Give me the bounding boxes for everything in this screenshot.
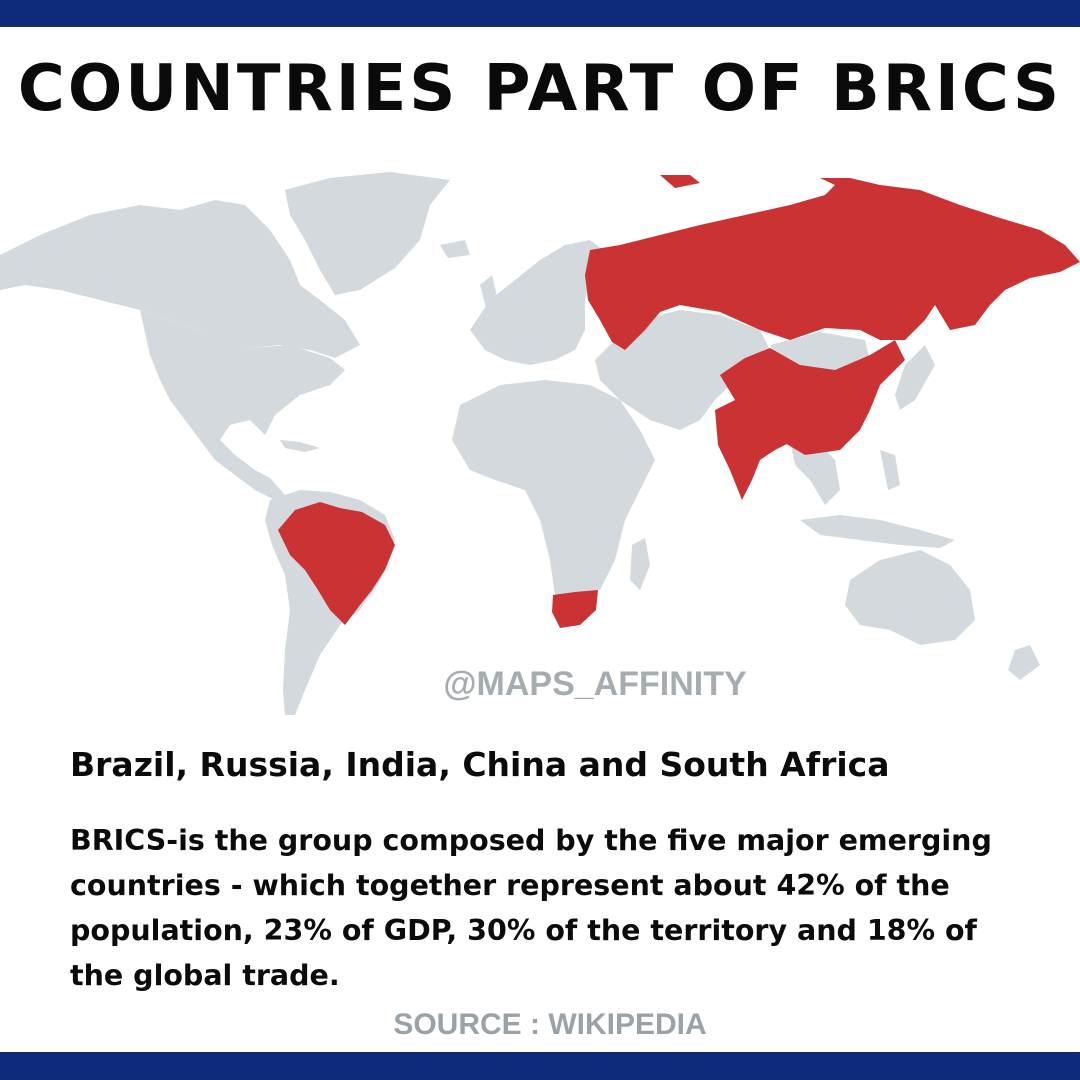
- country-brazil: [278, 502, 395, 625]
- page-title: COUNTRIES PART OF BRICS: [17, 52, 1063, 126]
- land-north-america-north: [0, 200, 360, 358]
- land-madagascar: [630, 538, 650, 590]
- land-southeast-asia: [790, 440, 840, 505]
- land-mongolia: [770, 332, 870, 372]
- land-philippines: [880, 450, 900, 490]
- country-russia: [585, 178, 1080, 350]
- land-africa: [452, 380, 655, 600]
- land-uk: [480, 275, 498, 312]
- land-iceland: [440, 240, 470, 258]
- land-australia: [845, 550, 975, 645]
- country-russia-island: [660, 175, 700, 188]
- land-europe: [470, 240, 610, 365]
- description: BRICS-is the group composed by the five …: [70, 824, 992, 992]
- bottom-band: [0, 1052, 1080, 1080]
- world-map: [0, 172, 1080, 715]
- land-new-zealand: [1008, 645, 1040, 680]
- source-credit: SOURCE : WIKIPEDIA: [393, 1008, 707, 1041]
- land-japan: [895, 345, 935, 410]
- land-indonesia: [800, 515, 955, 548]
- land-greenland: [285, 172, 450, 295]
- land-central-asia: [595, 310, 770, 430]
- subtitle: Brazil, Russia, India, China and South A…: [70, 745, 890, 784]
- country-south-africa: [552, 590, 598, 628]
- land-north-america-south: [140, 310, 345, 500]
- land-caribbean: [280, 440, 320, 452]
- watermark: @MAPS_AFFINITY: [443, 665, 747, 703]
- country-india: [715, 400, 795, 500]
- top-band: [0, 0, 1080, 27]
